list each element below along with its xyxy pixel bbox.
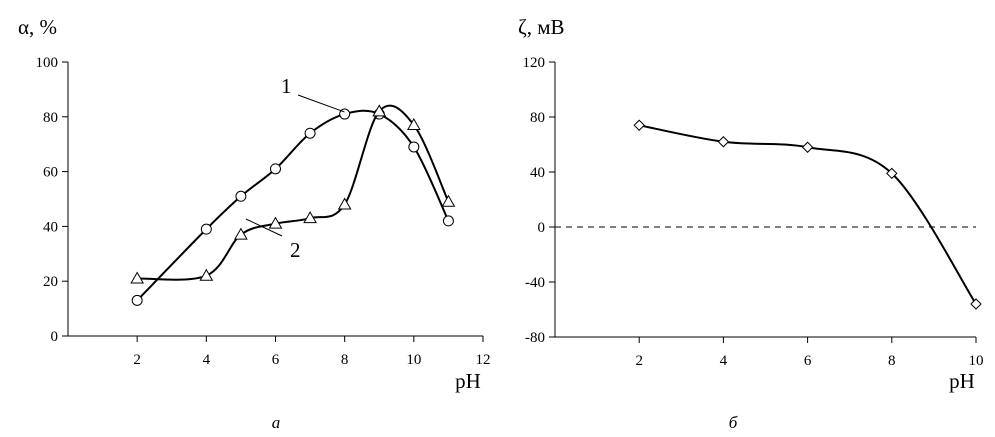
data-point-1 <box>717 136 730 148</box>
curve-2-leader <box>245 218 283 237</box>
data-point-2 <box>199 268 214 281</box>
x-tick-label: 4 <box>720 353 728 369</box>
data-point-1 <box>131 294 143 306</box>
data-point-1 <box>633 119 645 131</box>
y-tick-label: 80 <box>43 110 58 126</box>
data-point-1 <box>408 141 420 153</box>
data-point-2 <box>130 271 145 284</box>
data-point-1 <box>970 298 982 310</box>
x-axis-label: pH <box>455 369 481 393</box>
data-point-1 <box>304 127 316 139</box>
data-point-2 <box>234 227 248 240</box>
curve-1-label: 1 <box>281 74 292 98</box>
data-point-1 <box>442 215 454 227</box>
y-tick-label: -80 <box>525 330 545 346</box>
y-tick-label: 80 <box>530 110 545 126</box>
data-point-1 <box>200 223 212 235</box>
x-tick-label: 10 <box>969 353 984 369</box>
x-tick-label: 8 <box>341 352 349 368</box>
y-axis-label: α, % <box>18 15 57 39</box>
chart-caption: б <box>729 413 738 432</box>
x-tick-label: 12 <box>476 352 491 368</box>
y-tick-label: 100 <box>36 55 59 71</box>
y-tick-label: 0 <box>51 329 59 345</box>
data-point-1 <box>270 163 281 175</box>
y-tick-label: 40 <box>530 165 545 181</box>
x-tick-label: 2 <box>635 353 643 369</box>
curve-1-leader <box>297 94 345 113</box>
x-tick-label: 10 <box>406 352 421 368</box>
y-tick-label: -40 <box>525 275 545 291</box>
chart-b: -80 -40 0 40 80 120 2 4 6 8 10 ζ, мВ pH б <box>518 15 984 432</box>
data-point-1 <box>235 190 247 202</box>
data-point-2 <box>303 211 317 224</box>
y-tick-label: 0 <box>538 220 546 236</box>
data-point-1 <box>801 141 814 153</box>
x-tick-label: 8 <box>888 353 896 369</box>
data-point-1 <box>886 167 898 180</box>
y-axis-label: ζ, мВ <box>518 15 565 39</box>
y-tick-label: 120 <box>523 55 546 71</box>
data-point-2 <box>406 118 421 131</box>
series-line-2 <box>137 104 450 281</box>
data-point-2 <box>372 104 387 117</box>
y-tick-label: 20 <box>43 274 58 290</box>
x-tick-label: 4 <box>203 352 211 368</box>
data-point-2 <box>441 194 456 207</box>
x-tick-label: 6 <box>272 352 280 368</box>
data-point-2 <box>337 197 352 210</box>
x-tick-label: 2 <box>133 352 141 368</box>
series-line-1 <box>136 109 450 302</box>
y-tick-label: 40 <box>43 219 58 235</box>
y-tick-label: 60 <box>43 165 58 181</box>
x-tick-label: 6 <box>804 353 812 369</box>
data-point-2 <box>268 216 283 229</box>
chart-caption: а <box>272 413 281 432</box>
curve-2-label: 2 <box>290 238 301 262</box>
x-axis-label: pH <box>949 369 975 393</box>
